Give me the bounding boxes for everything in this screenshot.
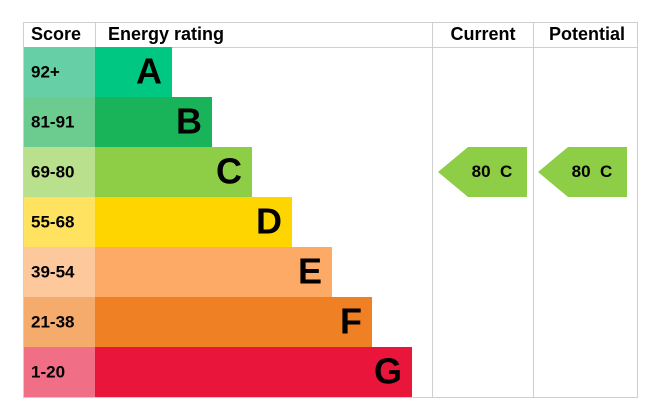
score-range: 21-38 [31,312,74,331]
current-letter: C [500,162,512,181]
rating-bar [95,197,292,247]
rating-letter: D [256,201,282,242]
rating-bar [95,247,332,297]
rating-bar [95,97,212,147]
score-cell [24,247,95,297]
score-range: 92+ [31,62,60,81]
rating-bar [95,147,252,197]
rating-letter: F [340,301,362,342]
current-header: Current [450,24,515,44]
potential-score: 80 [572,162,591,181]
score-range: 1-20 [31,362,65,381]
score-cell [24,297,95,347]
score-range: 55-68 [31,212,74,231]
rating-bar [95,297,372,347]
rating-letter: B [176,101,202,142]
score-header: Score [31,24,81,44]
potential-arrow [538,147,627,197]
rating-bar [95,47,172,97]
current-score: 80 [472,162,491,181]
score-cell [24,197,95,247]
potential-header: Potential [549,24,625,44]
score-cell [24,47,95,97]
rating-bar [95,347,412,397]
current-arrow [438,147,527,197]
rating-letter: A [136,51,162,92]
rating-letter: E [298,251,322,292]
rating-letter: G [374,351,402,392]
rating-letter: C [216,151,242,192]
frame [23,22,638,398]
score-cell [24,147,95,197]
current-label: 80 C [472,162,513,181]
score-range: 69-80 [31,162,74,181]
score-range: 39-54 [31,262,75,281]
rating-header: Energy rating [108,24,224,44]
potential-letter: C [600,162,612,181]
score-cell [24,347,95,397]
score-range: 81-91 [31,112,74,131]
potential-label: 80 C [572,162,613,181]
score-cell [24,97,95,147]
